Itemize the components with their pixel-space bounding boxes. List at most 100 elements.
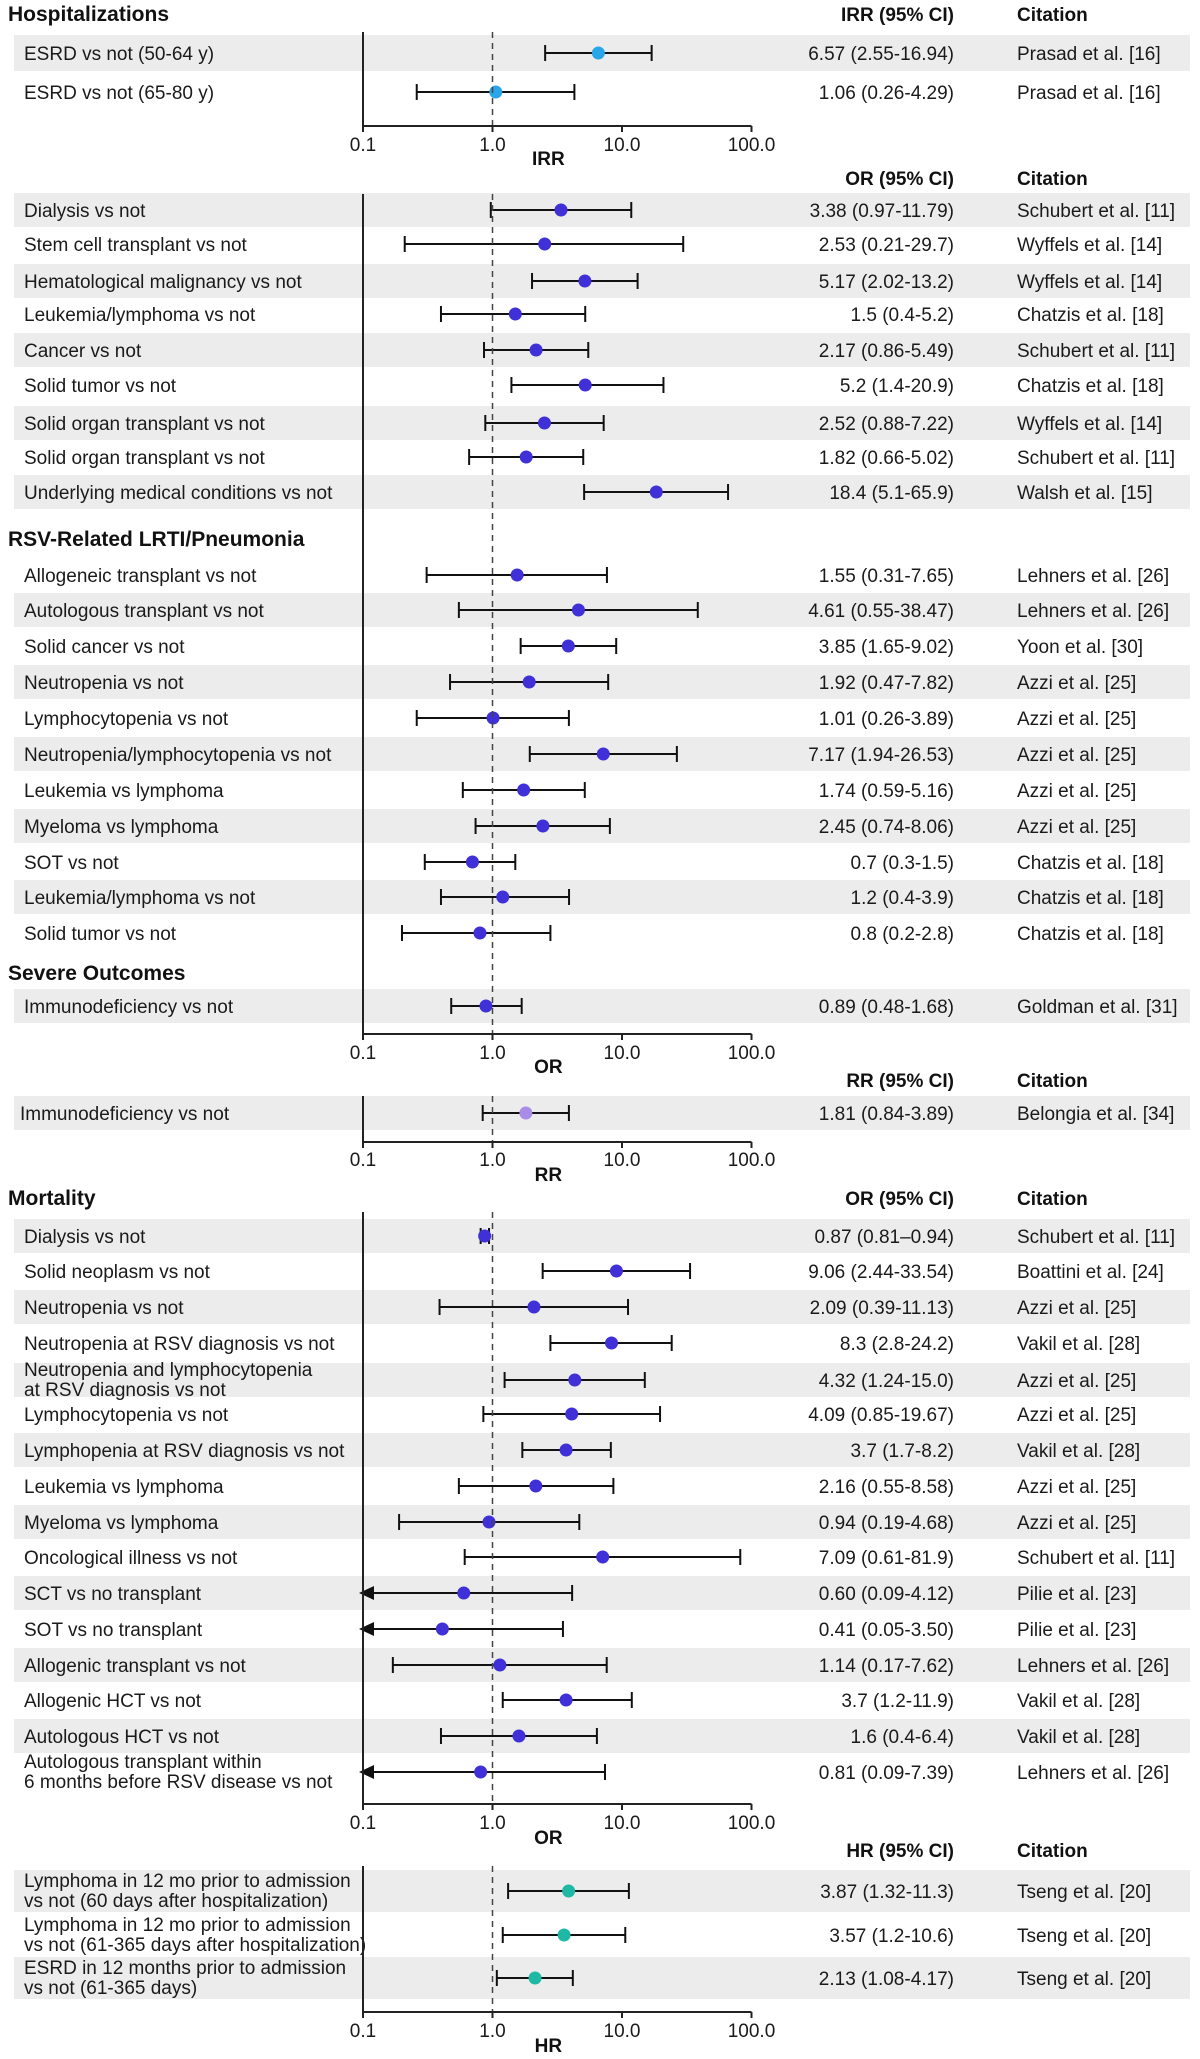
row-label: Solid organ transplant vs not [24,414,266,435]
row-band [14,1219,1190,1253]
point-estimate [529,343,543,357]
row-label: Leukemia/lymphoma vs not [24,305,256,326]
row-label: Neutropenia at RSV diagnosis vs not [24,1334,335,1355]
citation: Azzi et al. [25] [1017,781,1136,802]
estimate-value: 0.60 (0.09-4.12) [819,1584,954,1605]
point-estimate [478,1229,492,1243]
row-label: Neutropenia/lymphocytopenia vs not [24,745,332,766]
x-tick-label: 1.0 [479,1813,505,1834]
section-title: Severe Outcomes [8,962,185,985]
point-estimate [536,819,550,833]
row-label: Oncological illness vs not [24,1548,238,1569]
estimate-value: 7.17 (1.94-26.53) [808,745,954,766]
estimate-value: 3.7 (1.7-8.2) [851,1441,955,1462]
citation: Wyffels et al. [14] [1017,272,1162,293]
point-estimate [596,747,610,761]
x-tick-label: 1.0 [479,135,505,156]
x-tick-label: 0.1 [350,1813,376,1834]
point-estimate [554,203,568,217]
row-label: Neutropenia vs not [24,673,184,694]
citation: Lehners et al. [26] [1017,601,1169,622]
row-label: Hematological malignancy vs not [24,272,302,293]
citation: Vakil et al. [28] [1017,1691,1140,1712]
estimate-header: IRR (95% CI) [841,5,954,26]
row-label: Solid neoplasm vs not [24,1262,211,1283]
estimate-value: 2.13 (1.08-4.17) [819,1969,954,1990]
estimate-header: RR (95% CI) [846,1071,954,1092]
point-estimate [571,603,585,617]
estimate-value: 3.57 (1.2-10.6) [829,1926,954,1947]
citation: Schubert et al. [11] [1017,448,1175,469]
point-estimate [510,568,524,582]
point-estimate [435,1622,449,1636]
citation: Vakil et al. [28] [1017,1334,1140,1355]
point-estimate [596,1550,610,1564]
point-estimate [562,1884,576,1898]
x-tick-label: 10.0 [604,135,641,156]
section-title: RSV-Related LRTI/Pneumonia [8,528,305,551]
estimate-value: 0.89 (0.48-1.68) [819,997,954,1018]
estimate-value: 6.57 (2.55-16.94) [808,44,954,65]
row-label: Immunodeficiency vs not [20,1104,230,1125]
citation: Azzi et al. [25] [1017,1298,1136,1319]
estimate-value: 1.81 (0.84-3.89) [819,1104,954,1125]
estimate-value: 3.87 (1.32-11.3) [820,1882,954,1903]
point-estimate [559,1693,573,1707]
citation: Belongia et al. [34] [1017,1104,1174,1125]
x-tick-label: 10.0 [604,1813,641,1834]
point-estimate [537,416,551,430]
citation: Schubert et al. [11] [1017,201,1175,222]
row-label: Immunodeficiency vs not [24,997,234,1018]
row-band [14,333,1190,367]
citation: Azzi et al. [25] [1017,817,1136,838]
row-label: Leukemia/lymphoma vs not [24,888,256,909]
x-tick-label: 0.1 [350,135,376,156]
citation: Wyffels et al. [14] [1017,414,1162,435]
row-label: Lymphoma in 12 mo prior to admission vs n… [24,1915,366,1956]
x-axis-label: OR [534,1057,563,1078]
estimate-value: 3.38 (0.97-11.79) [810,201,954,222]
citation: Tseng et al. [20] [1017,1926,1151,1947]
estimate-value: 18.4 (5.1-65.9) [829,483,954,504]
x-axis-label: RR [535,1165,563,1186]
point-estimate [522,675,536,689]
estimate-value: 3.7 (1.2-11.9) [841,1691,954,1712]
citation: Azzi et al. [25] [1017,1371,1136,1392]
x-axis-label: HR [535,2036,563,2057]
citation: Schubert et al. [11] [1017,341,1175,362]
citation: Schubert et al. [11] [1017,1227,1175,1248]
estimate-value: 2.52 (0.88-7.22) [819,414,954,435]
point-estimate [649,485,663,499]
row-band [14,1576,1190,1610]
estimate-header: OR (95% CI) [845,169,954,190]
x-tick-label: 1.0 [479,1150,505,1171]
x-tick-label: 10.0 [604,1150,641,1171]
citation: Lehners et al. [26] [1017,566,1169,587]
estimate-value: 8.3 (2.8-24.2) [840,1334,954,1355]
point-estimate [479,999,493,1013]
citation: Chatzis et al. [18] [1017,376,1164,397]
point-estimate [519,1106,533,1120]
estimate-value: 4.61 (0.55-38.47) [808,601,954,622]
row-label: Cancer vs not [24,341,142,362]
estimate-value: 2.53 (0.21-29.7) [819,235,954,256]
row-label: Lymphoma in 12 mo prior to admission vs n… [24,1871,351,1912]
citation: Pilie et al. [23] [1017,1620,1136,1641]
estimate-value: 3.85 (1.65-9.02) [819,637,954,658]
row-band [14,1719,1190,1753]
x-axis-label: OR [534,1828,563,1849]
row-label: Solid cancer vs not [24,637,185,658]
row-label: Underlying medical conditions vs not [24,483,333,504]
estimate-value: 2.16 (0.55-8.58) [819,1477,954,1498]
row-label: ESRD vs not (50-64 y) [24,44,214,65]
row-label: Allogeneic transplant vs not [24,566,257,587]
citation: Chatzis et al. [18] [1017,924,1164,945]
estimate-value: 1.14 (0.17-7.62) [819,1656,954,1677]
citation-header: Citation [1017,5,1088,26]
estimate-header: OR (95% CI) [845,1189,954,1210]
x-tick-label: 100.0 [728,135,776,156]
citation: Schubert et al. [11] [1017,1548,1175,1569]
row-label: Solid tumor vs not [24,924,177,945]
estimate-value: 2.17 (0.86-5.49) [819,341,954,362]
citation: Walsh et al. [15] [1017,483,1153,504]
